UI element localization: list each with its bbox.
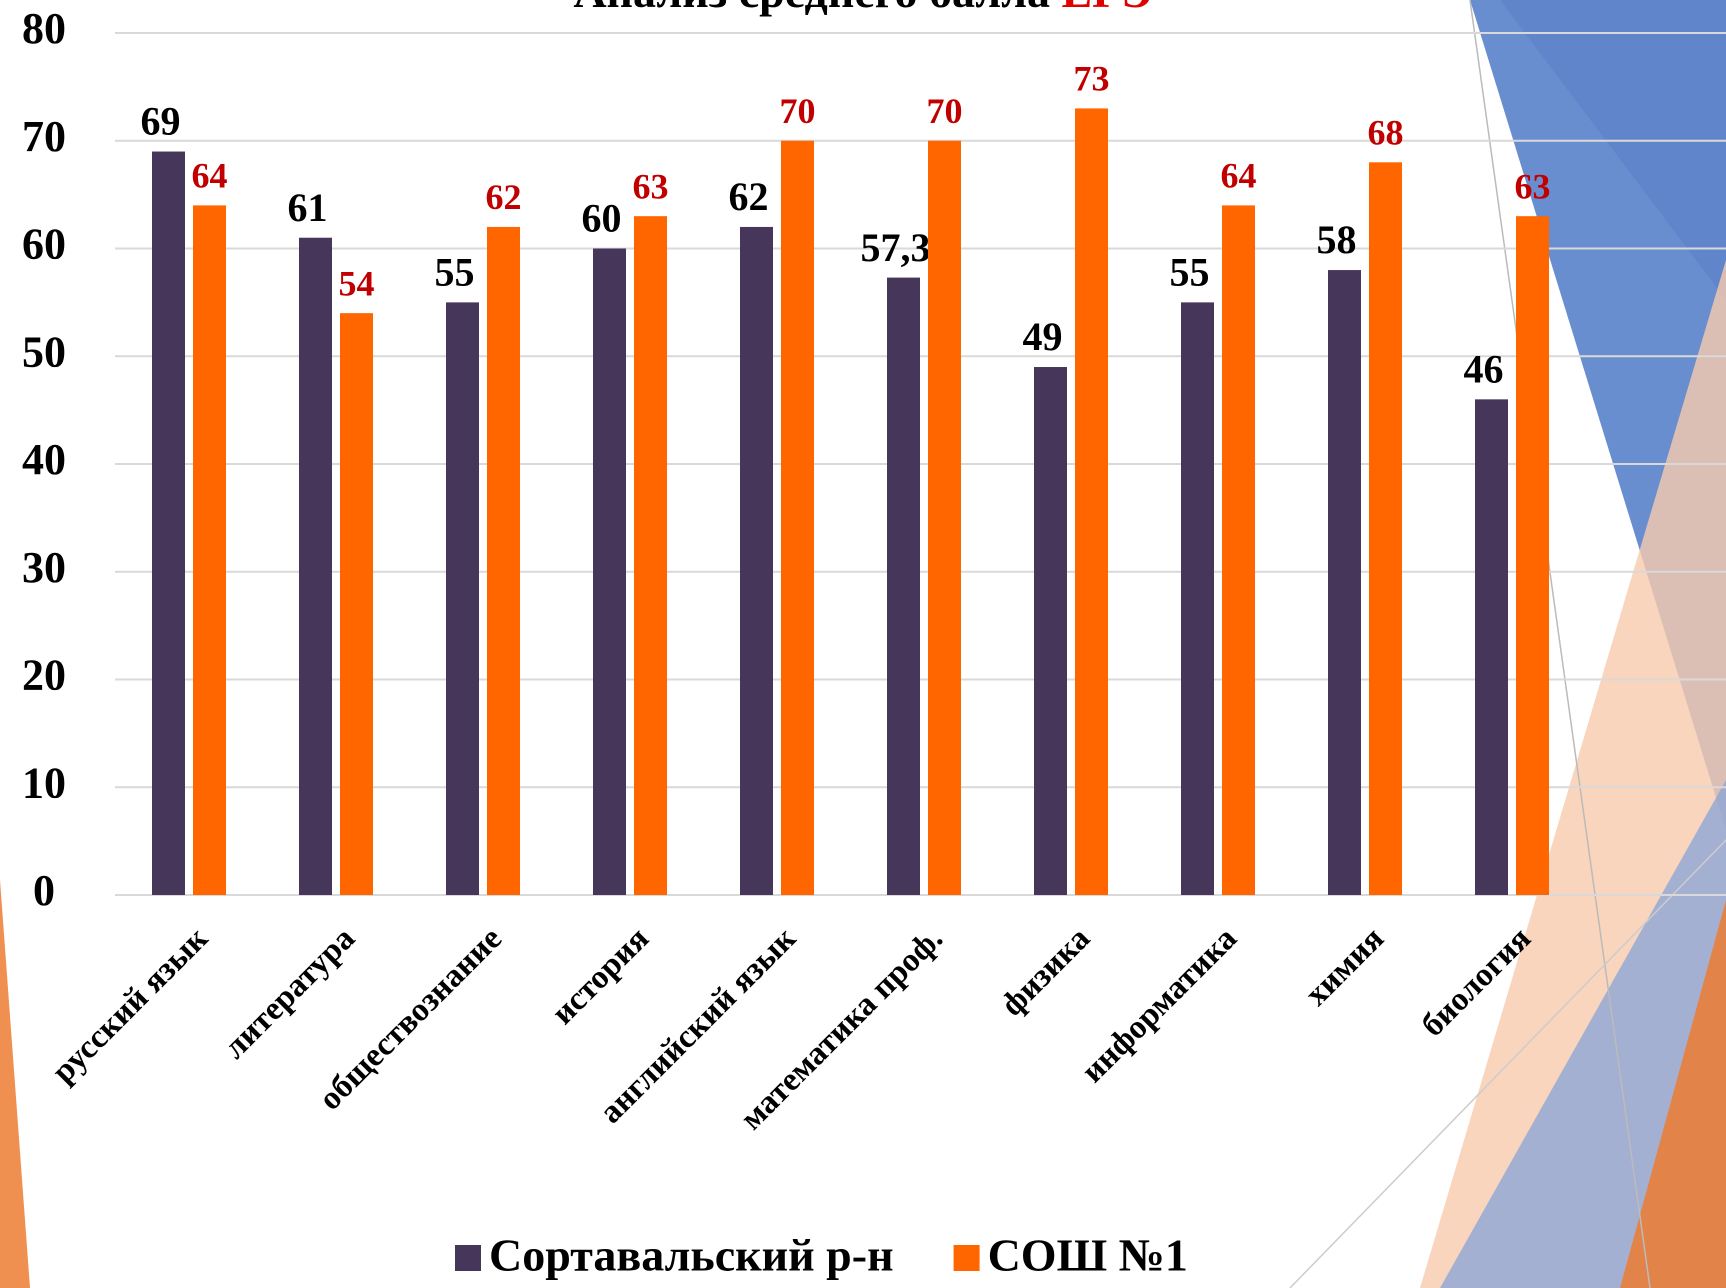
data-label: 54 <box>339 263 375 303</box>
data-label: 57,3 <box>861 225 931 270</box>
data-label: 55 <box>435 250 475 295</box>
x-tick-label: литература <box>217 921 362 1066</box>
data-label: 61 <box>288 185 328 230</box>
bar <box>928 141 961 895</box>
legend-swatch <box>954 1245 980 1271</box>
data-label: 64 <box>192 156 228 196</box>
legend-label: Сортавальский р-н <box>489 1230 894 1281</box>
legend-swatch <box>455 1245 481 1271</box>
y-tick-label: 50 <box>22 327 66 376</box>
y-tick-label: 60 <box>22 220 66 269</box>
y-tick-label: 20 <box>22 651 66 700</box>
data-label: 62 <box>486 177 522 217</box>
x-tick-label: информатика <box>1075 921 1244 1090</box>
data-label: 69 <box>141 99 181 144</box>
legend-label: СОШ №1 <box>988 1230 1188 1281</box>
bar <box>1475 399 1508 895</box>
y-tick-label: 40 <box>22 435 66 484</box>
bar <box>1328 270 1361 895</box>
title-highlight: ЕГЭ <box>1062 0 1153 17</box>
bar <box>887 278 920 895</box>
bar <box>487 227 520 895</box>
plot-area: 0 10 20 30 40 50 60 70 80 69 64 русский язык 61 54 лит… <box>22 4 1726 1137</box>
data-label: 68 <box>1368 113 1404 153</box>
data-label: 62 <box>729 174 769 219</box>
data-label: 73 <box>1074 59 1110 99</box>
y-tick-label: 0 <box>33 866 55 915</box>
data-label: 70 <box>780 91 816 131</box>
y-tick-label: 70 <box>22 112 66 161</box>
y-tick-label: 10 <box>22 758 66 807</box>
bar <box>1222 205 1255 895</box>
x-tick-label: физика <box>994 921 1097 1024</box>
data-label: 46 <box>1464 347 1504 392</box>
bar <box>634 216 667 895</box>
title-main: Анализ среднего балла <box>573 0 1050 17</box>
bar <box>781 141 814 895</box>
bar <box>446 302 479 895</box>
bar <box>152 152 185 895</box>
bar <box>1034 367 1067 895</box>
data-label: 63 <box>633 166 669 206</box>
bar <box>193 205 226 895</box>
bar <box>1181 302 1214 895</box>
data-label: 70 <box>927 91 963 131</box>
chart-title: Анализ среднего балла ЕГЭ <box>573 0 1152 17</box>
bar <box>1075 108 1108 895</box>
x-tick-label: история <box>545 921 656 1032</box>
bar <box>740 227 773 895</box>
data-label: 55 <box>1170 250 1210 295</box>
data-label: 63 <box>1515 166 1551 206</box>
data-label: 64 <box>1221 156 1257 196</box>
chart: Анализ среднего балла ЕГЭ 0 10 20 30 40 50 60 7… <box>0 0 1726 1288</box>
data-label: 58 <box>1317 217 1357 262</box>
x-tick-label: химия <box>1298 921 1391 1014</box>
data-label: 60 <box>582 196 622 241</box>
y-tick-label: 80 <box>22 4 66 53</box>
bar <box>1369 162 1402 895</box>
y-tick-label: 30 <box>22 543 66 592</box>
bar <box>593 249 626 896</box>
x-tick-label: русский язык <box>45 921 215 1091</box>
background-decoration <box>0 0 1726 1288</box>
bar <box>299 238 332 895</box>
legend: Сортавальский р-н СОШ №1 <box>455 1230 1188 1281</box>
bar <box>340 313 373 895</box>
bar <box>1516 216 1549 895</box>
data-label: 49 <box>1023 314 1063 359</box>
